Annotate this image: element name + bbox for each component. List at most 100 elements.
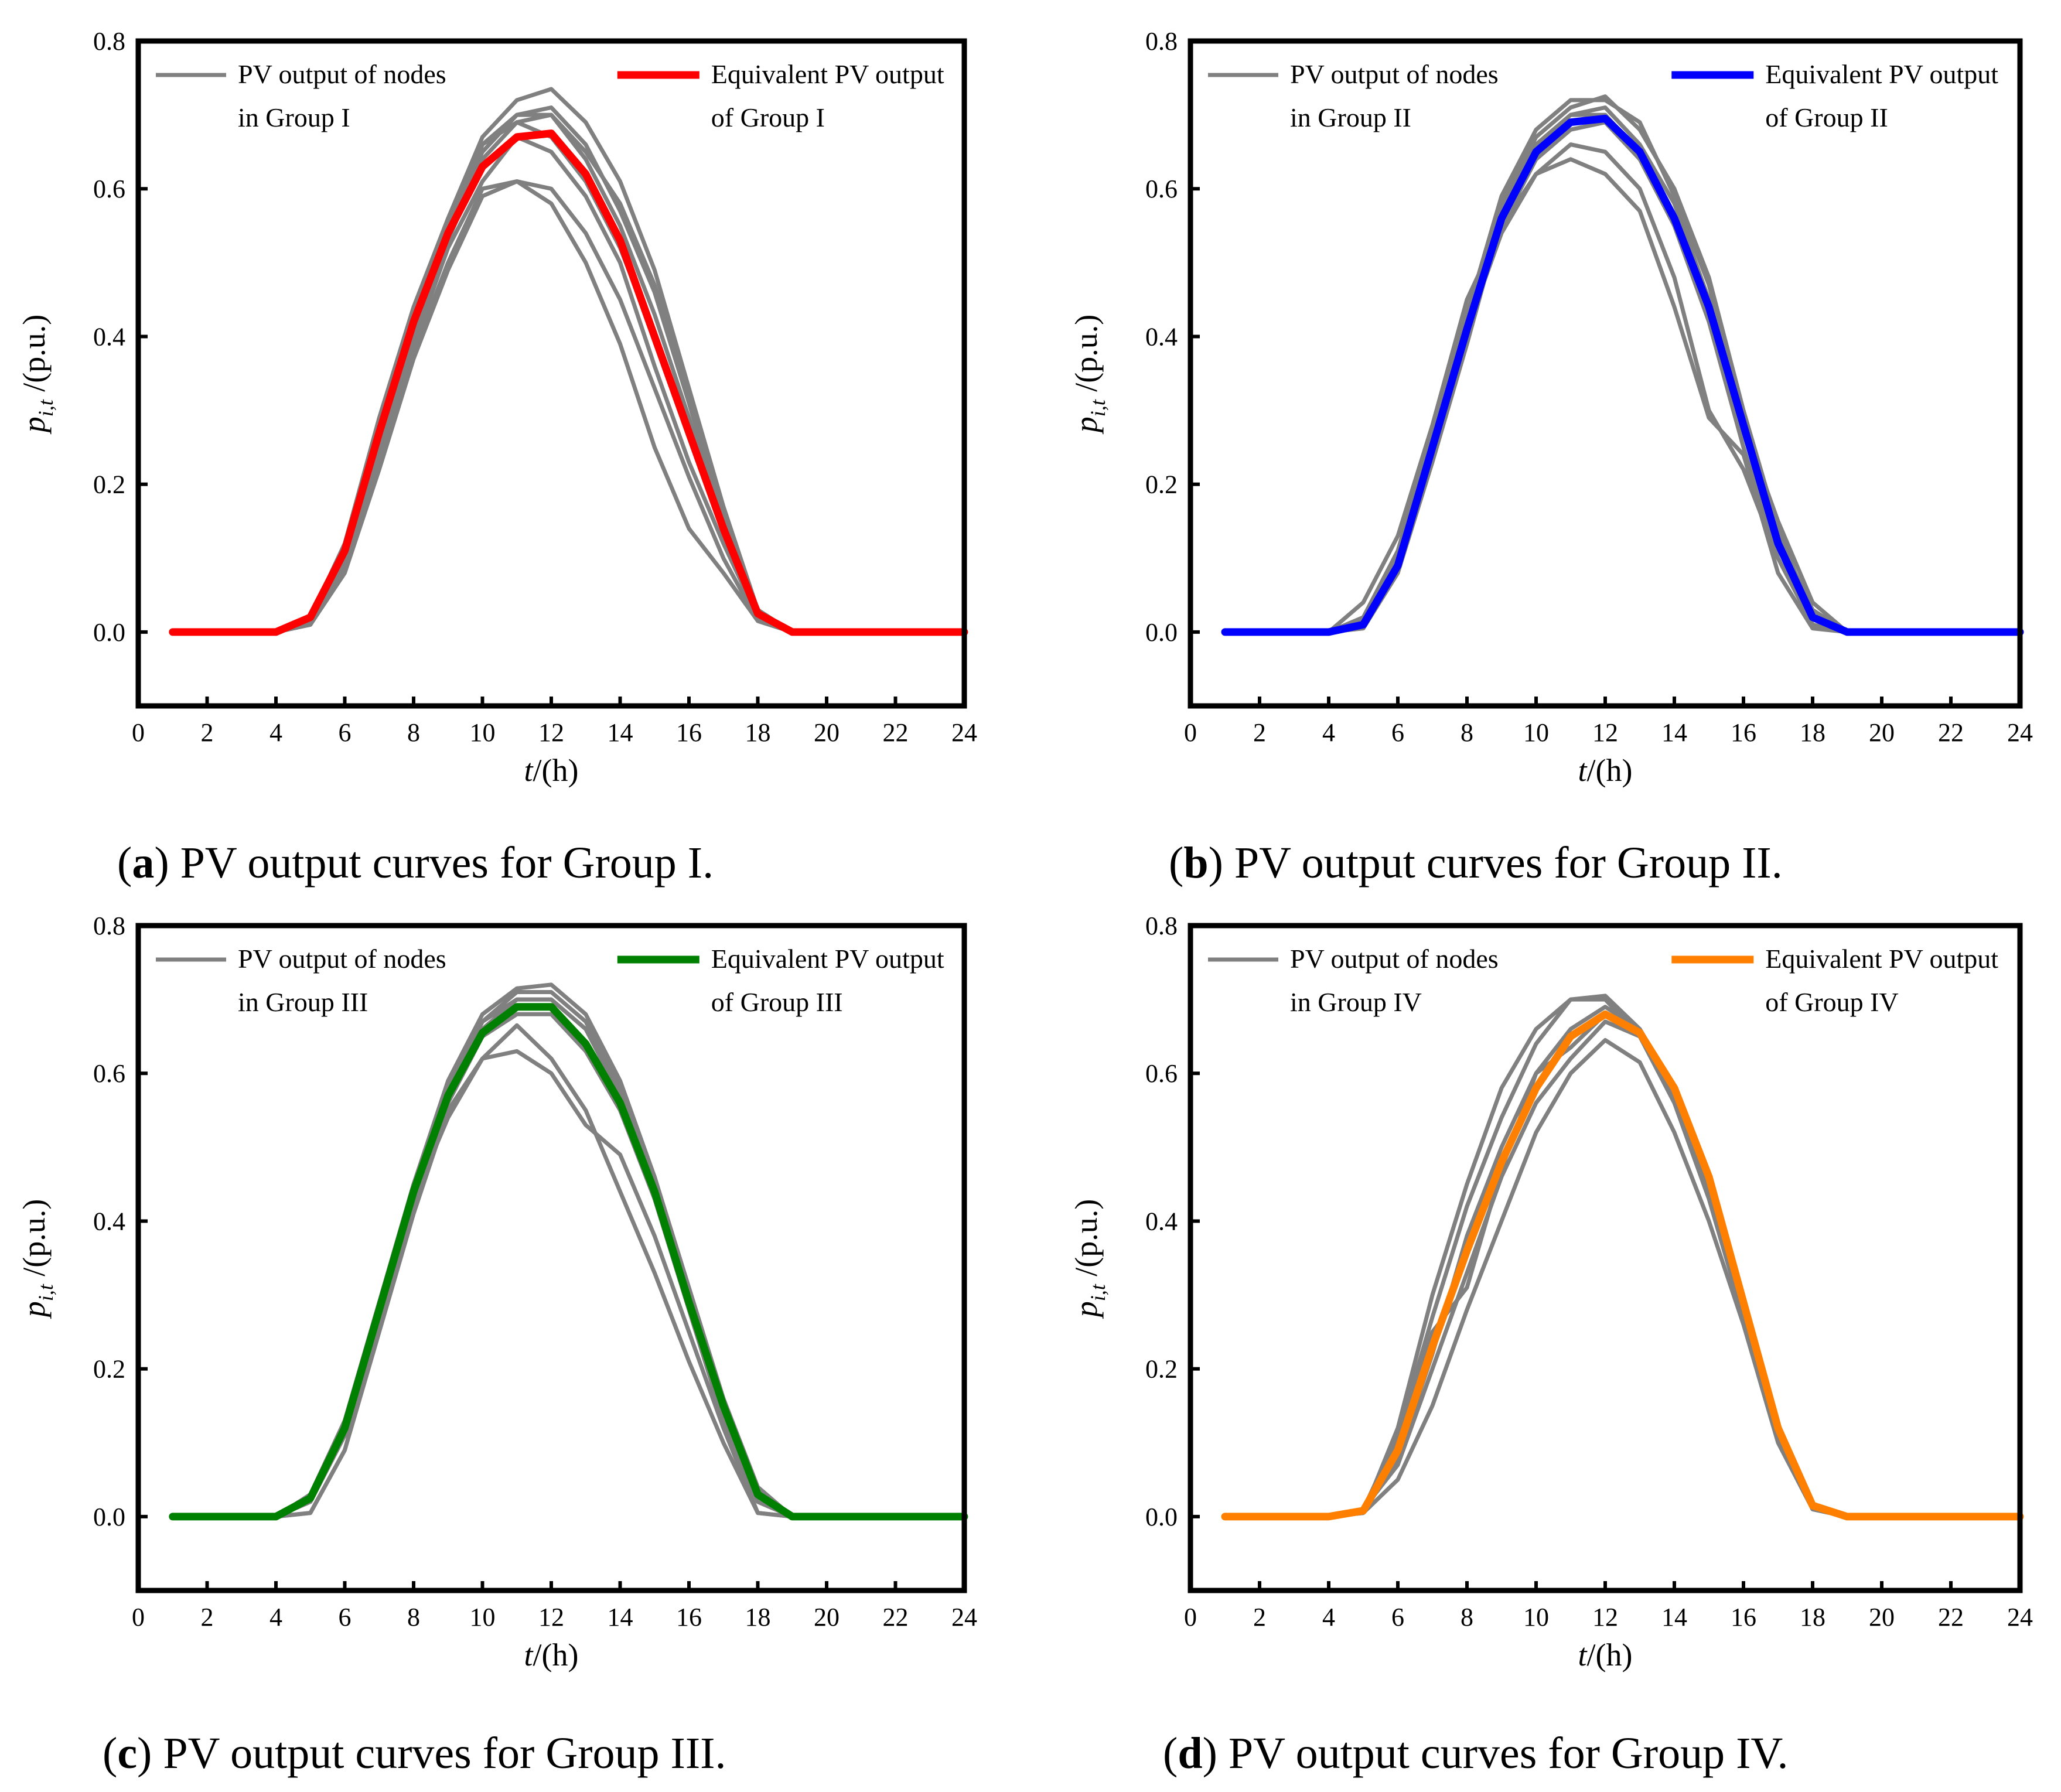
x-tick-label: 2 — [1253, 718, 1266, 747]
y-tick-label: 0.6 — [1145, 175, 1178, 203]
x-tick-label: 10 — [470, 1603, 496, 1631]
node-series-line — [1223, 105, 2022, 634]
plot-frame — [1188, 923, 2023, 1593]
x-tick-label: 16 — [676, 1603, 702, 1631]
y-tick-label: 0.2 — [1145, 470, 1178, 499]
x-tick-label: 4 — [269, 1603, 282, 1631]
caption-close-paren: ) — [1209, 838, 1234, 888]
figure-caption: (a) PV output curves for Group I. — [117, 838, 714, 888]
caption-text: PV output curves for Group III. — [163, 1729, 726, 1778]
x-tick-label: 14 — [1661, 1603, 1687, 1631]
legend-node-label: PV output of nodes — [238, 944, 446, 974]
node-series-line — [170, 982, 967, 1519]
legend-equivalent-label: of Group II — [1765, 103, 1888, 132]
node-series-line — [170, 179, 967, 634]
y-tick-label: 0.0 — [1145, 1503, 1178, 1531]
legend-node-label: in Group II — [1290, 103, 1411, 132]
legend-node-label: in Group IV — [1290, 987, 1422, 1017]
x-tick-label: 10 — [470, 718, 496, 747]
x-tick-label: 20 — [814, 1603, 840, 1631]
x-axis-var: t — [524, 753, 534, 788]
node-series-line — [170, 105, 967, 634]
legend-equivalent-label: of Group I — [711, 103, 825, 132]
x-tick-label: 16 — [676, 718, 702, 747]
caption-letter: c — [117, 1729, 137, 1778]
x-tick-label: 6 — [1391, 718, 1404, 747]
y-axis-unit: /(p.u.) — [16, 315, 52, 400]
x-axis-unit: /(h) — [1587, 1637, 1633, 1672]
x-tick-label: 2 — [1253, 1603, 1266, 1631]
y-axis-label: pi,t /(p.u.) — [16, 315, 57, 435]
x-axis-unit: /(h) — [533, 753, 579, 788]
equivalent-series-line — [1221, 1010, 2024, 1521]
x-axis-label: t/(h) — [1578, 753, 1633, 788]
node-series-line — [1223, 1005, 2022, 1519]
legend-node-label: PV output of nodes — [238, 59, 446, 89]
x-tick-label: 0 — [1184, 1603, 1197, 1631]
y-tick-label: 0.2 — [93, 1355, 125, 1384]
x-axis-unit: /(h) — [533, 1637, 579, 1672]
y-tick-label: 0.6 — [93, 1059, 125, 1088]
legend-node-label: in Group I — [238, 103, 350, 132]
equivalent-series-line — [1221, 114, 2024, 636]
legend-equivalent-label: Equivalent PV output — [1765, 59, 1998, 89]
y-tick-label: 0.6 — [93, 175, 125, 203]
x-tick-label: 6 — [339, 718, 352, 747]
panel-c: 0 2 4 6 8 10 12 14 16 18 20 22 240.00.20.40.60.8t/(h… — [16, 912, 977, 1778]
x-tick-label: 20 — [1869, 718, 1895, 747]
plot-frame — [1188, 38, 2023, 709]
y-tick-label: 0.8 — [93, 912, 125, 940]
x-tick-label: 24 — [951, 718, 977, 747]
node-series-line — [170, 120, 967, 634]
y-tick-label: 0.4 — [93, 1207, 125, 1235]
x-tick-label: 14 — [1661, 718, 1687, 747]
caption-open-paren: ( — [103, 1729, 117, 1778]
y-axis-label: pi,t /(p.u.) — [1069, 1199, 1110, 1319]
x-tick-label: 14 — [608, 1603, 633, 1631]
node-series-line — [170, 1049, 967, 1519]
node-series-line — [1223, 94, 2022, 634]
x-tick-label: 2 — [201, 718, 214, 747]
node-series-line — [170, 990, 967, 1519]
figure-caption: (d) PV output curves for Group IV. — [1163, 1729, 1788, 1778]
x-tick-label: 12 — [1592, 718, 1618, 747]
node-series-line — [1223, 142, 2022, 634]
equivalent-series-line — [169, 1003, 968, 1521]
y-axis-var: p — [1069, 417, 1104, 435]
y-tick-label: 0.4 — [93, 322, 125, 351]
y-tick-label: 0.0 — [1145, 618, 1178, 647]
plot-frame — [135, 923, 967, 1593]
y-axis-label: pi,t /(p.u.) — [1069, 315, 1110, 435]
caption-open-paren: ( — [1169, 838, 1183, 888]
x-axis-var: t — [1578, 1637, 1588, 1672]
x-tick-label: 20 — [814, 718, 840, 747]
x-tick-label: 22 — [883, 1603, 909, 1631]
x-axis-var: t — [1578, 753, 1588, 788]
x-tick-label: 22 — [1938, 1603, 1964, 1631]
x-tick-label: 18 — [1800, 718, 1825, 747]
node-series-line — [1223, 1038, 2022, 1519]
x-axis-var: t — [524, 1637, 534, 1672]
node-series-line — [1223, 120, 2022, 634]
node-series-line — [1223, 98, 2022, 634]
y-tick-label: 0.4 — [1145, 322, 1178, 351]
x-tick-label: 8 — [1461, 718, 1473, 747]
y-axis-unit: /(p.u.) — [16, 1199, 52, 1284]
y-tick-label: 0.0 — [93, 1503, 125, 1531]
figure-caption: (b) PV output curves for Group II. — [1169, 838, 1783, 888]
x-tick-label: 0 — [132, 718, 145, 747]
x-tick-label: 24 — [2007, 718, 2033, 747]
legend-node-label: PV output of nodes — [1290, 59, 1499, 89]
x-tick-label: 12 — [1592, 1603, 1618, 1631]
x-tick-label: 8 — [407, 1603, 420, 1631]
x-tick-label: 16 — [1731, 1603, 1756, 1631]
caption-letter: a — [132, 838, 154, 888]
legend-equivalent-label: of Group III — [711, 987, 843, 1017]
legend-equivalent-label: Equivalent PV output — [711, 944, 944, 974]
legend-node-label: in Group III — [238, 987, 368, 1017]
caption-letter: b — [1183, 838, 1208, 888]
x-tick-label: 4 — [269, 718, 282, 747]
x-tick-label: 4 — [1322, 1603, 1335, 1631]
x-tick-label: 0 — [1184, 718, 1197, 747]
node-series-line — [170, 997, 967, 1519]
